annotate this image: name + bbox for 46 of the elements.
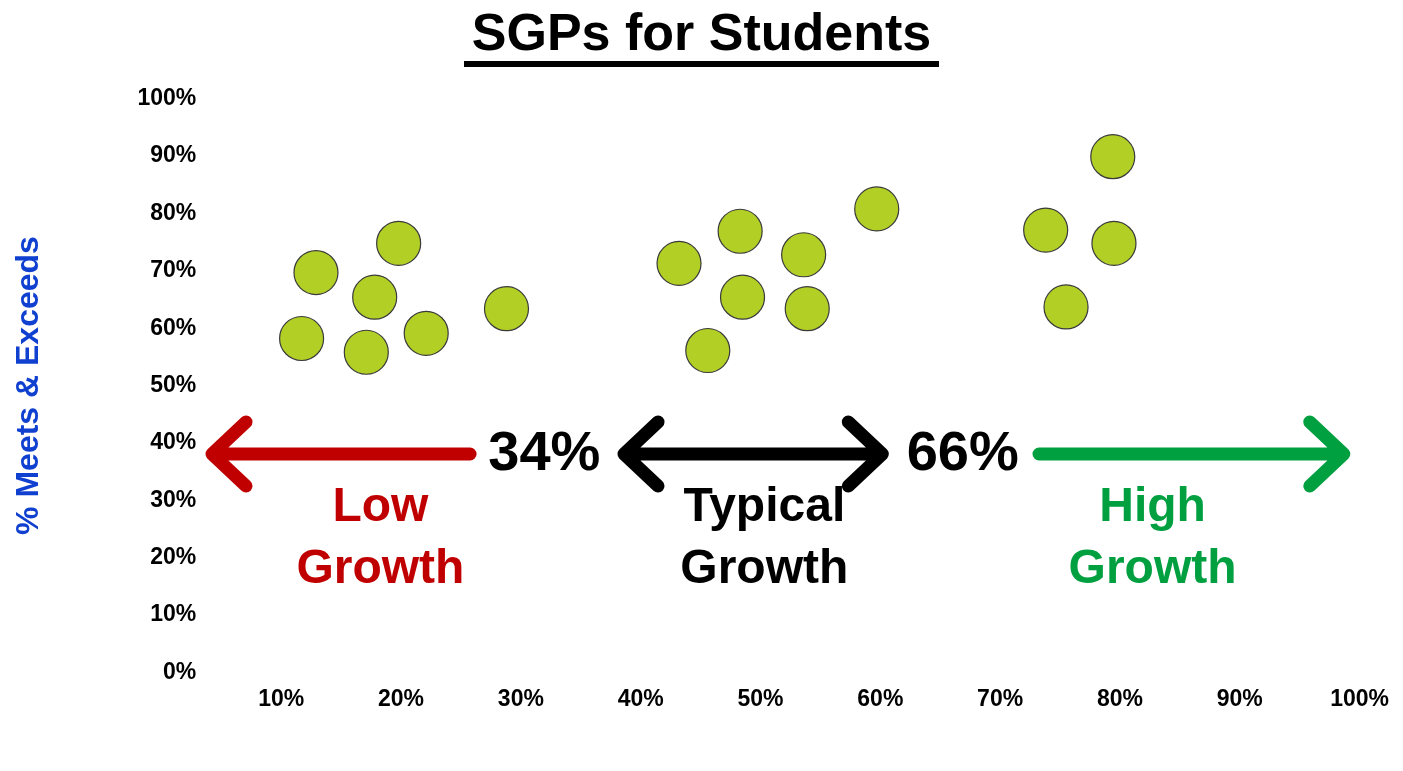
y-tick-label: 10% [150,600,197,627]
x-tick-label: 100% [1330,685,1389,712]
y-tick-label: 70% [150,256,197,283]
point [1043,284,1089,330]
y-tick-label: 0% [162,657,197,684]
y-tick-label: 50% [150,370,197,397]
annotation: 66% [906,418,1019,482]
point [403,310,449,356]
point [656,240,702,286]
point [685,327,731,374]
y-tick-label: 90% [150,141,197,168]
point [719,274,766,320]
annotation: 34% [488,418,601,482]
x-tick-label: 60% [857,685,904,712]
point [352,274,398,320]
point [483,286,530,332]
point [278,315,325,362]
point [717,208,763,254]
annotation: Typical Growth [680,477,849,594]
x-tick-label: 10% [258,685,305,712]
point [784,286,830,332]
point [343,329,389,375]
x-tick-label: 90% [1216,685,1263,712]
point [781,232,827,278]
y-tick-label: 80% [150,198,197,225]
annotation: Low Growth [296,477,465,594]
y-axis-title: % Meets & Exceeds [9,236,46,535]
chart-title: SGPs for Students [463,3,940,67]
point [1023,207,1069,253]
x-tick-label: 50% [737,685,784,712]
y-tick-label: 30% [150,485,197,512]
x-tick-label: 70% [977,685,1024,712]
point [1091,220,1137,266]
x-tick-label: 20% [378,685,425,712]
x-tick-label: 30% [497,685,544,712]
y-tick-label: 60% [150,313,197,340]
point [376,220,422,266]
y-tick-label: 40% [150,428,197,455]
x-tick-label: 80% [1096,685,1143,712]
x-tick-label: 40% [617,685,664,712]
annotation: High Growth [1068,477,1237,594]
point [293,249,339,296]
y-tick-label: 20% [150,542,197,569]
point [1090,134,1136,180]
point [854,186,900,232]
y-tick-label: 100% [137,84,197,111]
